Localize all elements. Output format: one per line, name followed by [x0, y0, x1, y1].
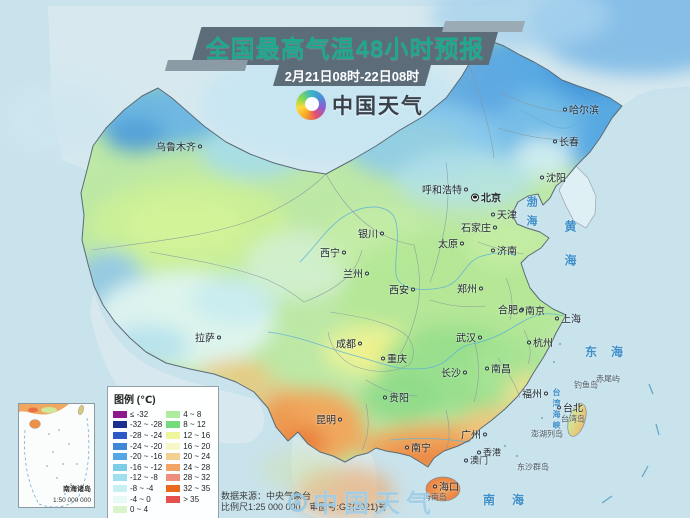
watermark-text: 中国天气: [313, 490, 438, 518]
page-title: 全国最高气温48小时预报: [205, 35, 485, 63]
legend-label: 12 ~ 16: [183, 430, 211, 440]
legend-label: -12 ~ -8: [130, 473, 158, 483]
south-china-sea-inset: 南海诸岛 1:50 000 000: [18, 403, 95, 508]
legend-label: 4 ~ 8: [183, 409, 202, 419]
legend-label: -32 ~ -28: [130, 420, 163, 430]
watermark: 中国天气: [288, 484, 437, 518]
legend-swatch: [166, 453, 181, 461]
legend-swatch: [113, 421, 127, 429]
legend-label: 32 ~ 35: [183, 483, 211, 493]
legend-swatch: [113, 474, 127, 482]
legend-swatch: [166, 442, 181, 450]
legend-swatch: [113, 431, 127, 439]
legend-columns: ≤ -32 -32 ~ -28 -28 ~ -24 -24 ~ -20 -20 ~ -1…: [113, 409, 214, 515]
legend-label: > 35: [183, 494, 200, 504]
legend-label: 16 ~ 20: [183, 441, 211, 451]
logo-text: 中国天气: [332, 95, 424, 118]
legend-row: 0 ~ 4: [113, 504, 162, 515]
legend-label: -16 ~ -12: [130, 462, 163, 472]
legend-row: -4 ~ 0: [113, 494, 162, 505]
legend-row: 24 ~ 28: [166, 462, 210, 473]
legend-label: -8 ~ -4: [130, 483, 154, 493]
legend-row: 12 ~ 16: [166, 430, 210, 441]
inset-art: [19, 404, 94, 507]
legend-row: -8 ~ -4: [113, 483, 162, 494]
legend-label: -24 ~ -20: [130, 441, 163, 451]
legend-row: -12 ~ -8: [113, 473, 162, 484]
weibo-icon: [288, 492, 307, 512]
legend-swatch: [113, 506, 127, 514]
legend-label: 20 ~ 24: [183, 452, 211, 462]
legend-swatch: [113, 495, 127, 503]
legend-row: -24 ~ -20: [113, 441, 162, 452]
legend-swatch: [166, 421, 181, 429]
legend-swatch: [113, 484, 127, 492]
legend-label: 24 ~ 28: [183, 462, 211, 472]
legend-row: -32 ~ -28: [113, 420, 162, 431]
legend-title: 图例 (℃): [114, 395, 156, 406]
china-weather-logo: 中国天气: [296, 90, 424, 120]
legend-swatch: [113, 442, 127, 450]
legend-row: 8 ~ 12: [166, 420, 210, 431]
legend-label: -4 ~ 0: [130, 494, 151, 504]
legend-row: 32 ~ 35: [166, 483, 210, 494]
legend-row: 4 ~ 8: [166, 409, 210, 420]
legend-row: ≤ -32: [113, 409, 162, 420]
legend-row: > 35: [166, 494, 210, 505]
legend-row: 20 ~ 24: [166, 451, 210, 462]
legend-label: 8 ~ 12: [183, 420, 206, 430]
legend-row: -16 ~ -12: [113, 462, 162, 473]
legend-label: -20 ~ -16: [130, 452, 163, 462]
legend-swatch: [166, 474, 181, 482]
legend-swatch: [166, 431, 181, 439]
legend-label: 0 ~ 4: [130, 505, 149, 515]
inset-title: 南海诸岛: [63, 486, 91, 493]
legend-row: 28 ~ 32: [166, 473, 210, 484]
legend-col-left: ≤ -32 -32 ~ -28 -28 ~ -24 -24 ~ -20 -20 ~ -1…: [113, 409, 162, 515]
legend-swatch: [113, 463, 127, 471]
legend-swatch: [166, 495, 181, 503]
legend-swatch: [113, 410, 127, 418]
legend-swatch: [166, 463, 181, 471]
legend-label: -28 ~ -24: [130, 430, 163, 440]
data-source: 数据来源：中央气象台: [221, 491, 312, 501]
legend-swatch: [166, 484, 181, 492]
legend-row: -20 ~ -16: [113, 451, 162, 462]
legend-row: 16 ~ 20: [166, 441, 210, 452]
legend: 图例 (℃) ≤ -32 -32 ~ -28 -28 ~ -24 -24 ~ -20-…: [107, 386, 219, 518]
date-range: 2月21日08时-22日08时: [284, 69, 420, 84]
legend-row: -28 ~ -24: [113, 430, 162, 441]
legend-label: ≤ -32: [130, 409, 149, 419]
legend-swatch: [166, 410, 181, 418]
legend-swatch: [113, 453, 127, 461]
weather-swirl-icon: [296, 90, 326, 120]
legend-label: 28 ~ 32: [183, 473, 211, 483]
inset-scale: 1:50 000 000: [53, 497, 91, 504]
